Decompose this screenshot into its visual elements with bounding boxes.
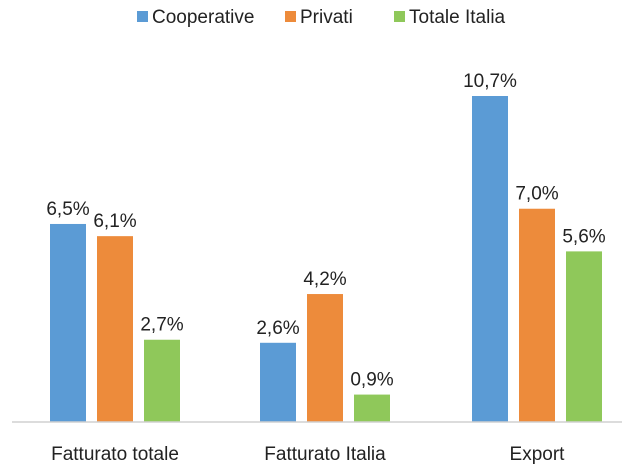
bar-fatturato-italia-privati xyxy=(307,294,343,422)
legend-item-privati: Privati xyxy=(285,7,353,28)
legend-item-cooperative: Cooperative xyxy=(137,7,254,28)
bars xyxy=(50,96,602,422)
data-label-fatturato-totale-totale-italia: 2,7% xyxy=(140,315,183,336)
bar-fatturato-totale-privati xyxy=(97,236,133,422)
bar-fatturato-totale-totale-italia xyxy=(144,339,180,422)
category-label-fatturato-totale: Fatturato totale xyxy=(51,444,179,465)
bar-export-cooperative xyxy=(472,96,508,422)
bar-fatturato-italia-cooperative xyxy=(260,342,296,422)
legend-item-totale-italia: Totale Italia xyxy=(394,7,506,28)
legend-label-cooperative: Cooperative xyxy=(152,7,254,28)
bar-export-totale-italia xyxy=(566,251,602,422)
category-labels: Fatturato totale Fatturato Italia Export xyxy=(51,444,565,465)
data-label-fatturato-italia-privati: 4,2% xyxy=(303,269,346,290)
data-label-fatturato-italia-cooperative: 2,6% xyxy=(256,318,299,339)
data-label-export-privati: 7,0% xyxy=(515,184,558,205)
category-label-export: Export xyxy=(510,444,566,465)
legend-swatch-totale-italia xyxy=(394,11,405,22)
legend-label-totale-italia: Totale Italia xyxy=(409,7,506,28)
legend-label-privati: Privati xyxy=(300,7,353,28)
data-label-export-cooperative: 10,7% xyxy=(463,71,517,92)
bar-fatturato-totale-cooperative xyxy=(50,223,86,422)
data-label-fatturato-italia-totale-italia: 0,9% xyxy=(350,370,393,391)
data-labels: 6,5%6,1% 2,7% 2,6% 4,2% 0,9% 10,7% 7,0%5,6% xyxy=(46,71,605,391)
legend-swatch-cooperative xyxy=(137,11,148,22)
legend: Cooperative Privati Totale Italia xyxy=(137,7,506,28)
data-label-fatturato-totale-cooperative: 6,5% xyxy=(46,199,89,220)
data-label-export-totale-italia: 5,6% xyxy=(562,226,605,247)
legend-swatch-privati xyxy=(285,11,296,22)
category-label-fatturato-italia: Fatturato Italia xyxy=(264,444,386,465)
bar-export-privati xyxy=(519,208,555,422)
data-label-fatturato-totale-privati: 6,1% xyxy=(93,211,136,232)
bar-fatturato-italia-totale-italia xyxy=(354,394,390,422)
